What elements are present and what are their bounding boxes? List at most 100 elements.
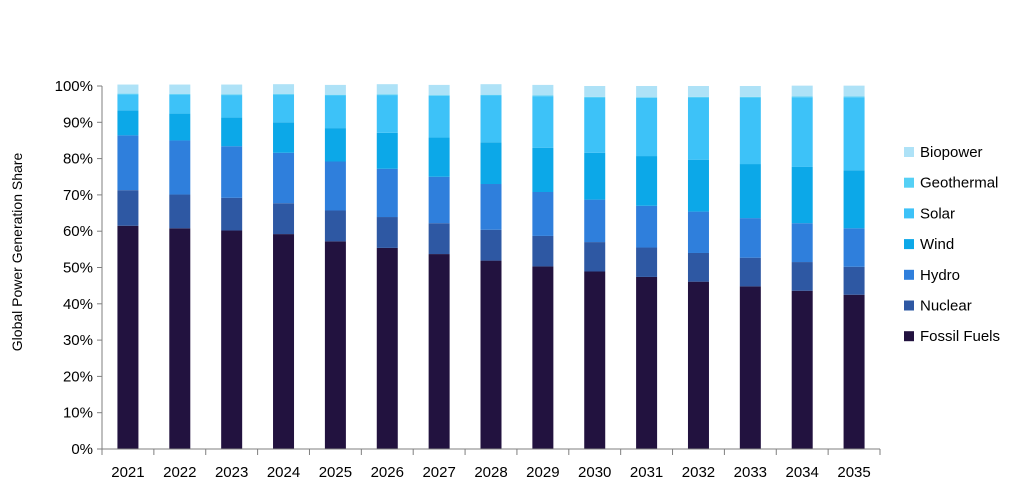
bar-segment-nuclear-2025 [324,210,346,242]
bar-segment-geothermal-2033 [739,96,761,98]
x-tick-label: 2023 [215,464,248,481]
bar-segment-hydro-2022 [169,140,191,195]
y-tick-label: 80% [63,151,93,168]
bar-segment-biopower-2027 [428,84,450,96]
bar-segment-hydro-2028 [480,184,502,230]
bar-segment-fossil-fuels-2027 [428,254,450,449]
bar-segment-nuclear-2022 [169,194,191,229]
bar-segment-hydro-2034 [791,223,813,263]
bar-segment-fossil-fuels-2025 [324,241,346,449]
bar-segment-geothermal-2026 [376,94,398,96]
bar-segment-wind-2026 [376,132,398,169]
bar-segment-fossil-fuels-2030 [584,271,606,449]
legend-swatch-wind [904,239,914,250]
bar-segment-solar-2035 [843,97,865,171]
bar-segment-hydro-2031 [636,205,658,248]
bar-segment-nuclear-2021 [117,190,139,226]
bar-segment-nuclear-2034 [791,262,813,291]
bar-segment-nuclear-2024 [273,203,295,235]
bar-segment-hydro-2025 [324,161,346,211]
legend-label-biopower: Biopower [920,144,983,161]
x-tick-label: 2031 [630,464,663,481]
bar-segment-nuclear-2035 [843,266,865,295]
bar-segment-fossil-fuels-2028 [480,260,502,449]
bar-segment-wind-2033 [739,164,761,219]
bar-segment-hydro-2035 [843,228,865,267]
legend: Biopower Geothermal Solar Wind Hydro Nuclear F… [904,144,1000,345]
x-tick-label: 2022 [163,464,196,481]
x-tick-label: 2024 [267,464,300,481]
legend-label-fossil-fuels: Fossil Fuels [920,328,1000,345]
bar-segment-wind-2032 [687,159,709,212]
bar-segment-nuclear-2032 [687,252,709,282]
bar-segment-hydro-2033 [739,218,761,258]
bar-segment-wind-2034 [791,166,813,224]
legend-swatch-nuclear [904,300,914,311]
bar-segment-geothermal-2023 [221,94,243,96]
y-tick-label: 20% [63,368,93,385]
bar-segment-solar-2027 [428,95,450,138]
x-tick-label: 2028 [474,464,507,481]
x-tick-label: 2035 [837,464,870,481]
legend-label-solar: Solar [920,205,955,222]
legend-label-geothermal: Geothermal [920,175,998,192]
bar-segment-biopower-2034 [791,85,813,97]
bar-segment-biopower-2021 [117,84,139,94]
x-tick-label: 2026 [371,464,404,481]
bar-segment-wind-2029 [532,147,554,192]
legend-swatch-biopower [904,147,914,157]
bar-segment-fossil-fuels-2023 [221,230,243,449]
bar-segment-wind-2031 [636,156,658,206]
legend-swatch-geothermal [904,177,914,188]
x-tick-label: 2025 [319,464,352,481]
bar-segment-biopower-2022 [169,84,191,94]
bar-segment-solar-2028 [480,95,502,143]
bar-segment-hydro-2030 [584,199,606,243]
bar-segment-nuclear-2023 [221,197,243,231]
y-tick-label: 100% [55,78,93,95]
bar-segment-solar-2021 [117,94,139,111]
bar-segment-geothermal-2032 [687,96,709,98]
bar-segment-wind-2023 [221,117,243,147]
bar-segment-nuclear-2031 [636,247,658,277]
bar-segment-hydro-2023 [221,146,243,198]
bar-segment-biopower-2026 [376,84,398,95]
bar-segment-geothermal-2035 [843,96,865,98]
y-axis-title: Global Power Generation Share [9,153,25,352]
bar-segment-geothermal-2034 [791,96,813,98]
bars-layer [117,84,865,449]
bar-segment-solar-2026 [376,95,398,133]
bar-segment-biopower-2025 [324,84,346,95]
bar-segment-fossil-fuels-2035 [843,294,865,449]
x-tick-label: 2033 [734,464,767,481]
bar-segment-biopower-2028 [480,84,502,95]
bar-segment-nuclear-2028 [480,229,502,261]
x-tick-label: 2027 [422,464,455,481]
bar-segment-solar-2033 [739,97,761,165]
bar-segment-geothermal-2022 [169,93,191,95]
bar-segment-wind-2028 [480,142,502,185]
bar-segment-wind-2024 [273,122,295,153]
x-tick-label: 2021 [111,464,144,481]
bar-segment-wind-2035 [843,170,865,229]
bar-segment-hydro-2032 [687,211,709,253]
bar-segment-geothermal-2029 [532,95,554,97]
bar-segment-solar-2031 [636,97,658,157]
bar-segment-biopower-2035 [843,85,865,97]
bar-segment-wind-2030 [584,152,606,200]
bar-segment-biopower-2023 [221,84,243,95]
legend-label-wind: Wind [920,236,954,253]
y-tick-label: 10% [63,405,93,422]
legend-swatch-hydro [904,269,914,280]
bar-segment-solar-2023 [221,95,243,118]
bar-segment-fossil-fuels-2034 [791,290,813,449]
bar-segment-hydro-2026 [376,168,398,218]
bar-segment-geothermal-2021 [117,93,139,95]
bar-segment-hydro-2027 [428,176,450,224]
bar-segment-nuclear-2030 [584,242,606,272]
legend-swatch-fossil-fuels [904,331,914,342]
bar-segment-biopower-2024 [273,84,295,94]
bar-segment-fossil-fuels-2033 [739,286,761,449]
y-tick-label: 30% [63,332,93,349]
